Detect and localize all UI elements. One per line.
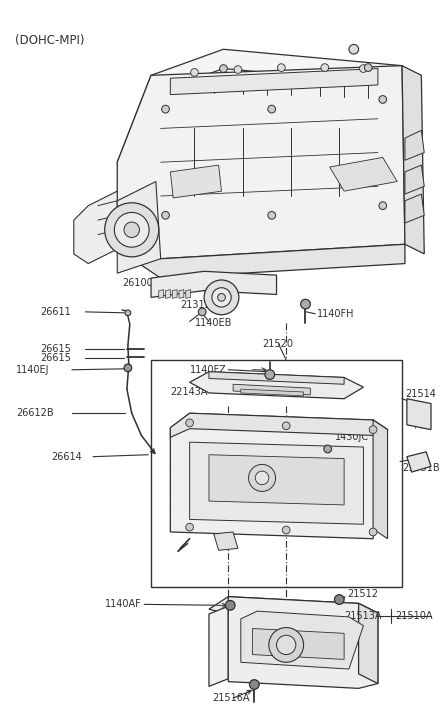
Text: 1140FZ: 1140FZ: [190, 365, 227, 375]
Circle shape: [349, 44, 359, 54]
Circle shape: [277, 635, 296, 654]
Text: 26611: 26611: [40, 307, 71, 317]
Polygon shape: [74, 191, 117, 264]
Bar: [151, 360, 402, 587]
Polygon shape: [172, 289, 177, 298]
Circle shape: [282, 422, 290, 430]
Circle shape: [359, 65, 368, 73]
Polygon shape: [179, 289, 184, 298]
Circle shape: [269, 627, 304, 662]
Circle shape: [379, 95, 387, 103]
Text: 21512: 21512: [347, 589, 378, 599]
Polygon shape: [209, 371, 344, 385]
Circle shape: [219, 65, 227, 73]
Polygon shape: [405, 130, 424, 160]
Polygon shape: [407, 398, 431, 430]
Circle shape: [125, 310, 131, 316]
Text: 21513A: 21513A: [344, 611, 382, 621]
Polygon shape: [405, 165, 424, 194]
Circle shape: [234, 65, 242, 73]
Circle shape: [204, 280, 239, 315]
Circle shape: [277, 64, 285, 71]
Circle shape: [186, 419, 194, 427]
Polygon shape: [209, 597, 378, 621]
Polygon shape: [407, 452, 431, 472]
Circle shape: [321, 64, 329, 71]
Polygon shape: [117, 182, 161, 273]
Text: 21520: 21520: [262, 339, 293, 349]
Polygon shape: [170, 68, 378, 95]
Polygon shape: [117, 230, 405, 278]
Polygon shape: [209, 606, 228, 686]
Polygon shape: [359, 603, 378, 683]
Text: 22143A: 22143A: [170, 387, 208, 397]
Polygon shape: [228, 597, 378, 688]
Polygon shape: [165, 289, 170, 298]
Circle shape: [248, 465, 276, 491]
Polygon shape: [241, 611, 363, 669]
Circle shape: [105, 203, 159, 257]
Text: 21451B: 21451B: [402, 463, 440, 473]
Text: 21510A: 21510A: [395, 611, 433, 621]
Circle shape: [369, 528, 377, 536]
Text: 21312A: 21312A: [180, 300, 218, 310]
Polygon shape: [186, 289, 190, 298]
Circle shape: [268, 105, 276, 113]
Polygon shape: [214, 532, 238, 550]
Circle shape: [268, 212, 276, 219]
Polygon shape: [159, 289, 164, 298]
Text: 1140FH: 1140FH: [317, 309, 355, 318]
Text: 1140EB: 1140EB: [194, 318, 232, 329]
Polygon shape: [117, 76, 151, 177]
Text: 1140EJ: 1140EJ: [16, 365, 50, 375]
Circle shape: [161, 105, 169, 113]
Polygon shape: [405, 194, 424, 223]
Polygon shape: [252, 629, 344, 659]
Circle shape: [225, 601, 235, 610]
Circle shape: [218, 294, 225, 301]
Circle shape: [161, 212, 169, 219]
Polygon shape: [402, 65, 424, 254]
Polygon shape: [241, 389, 304, 395]
Polygon shape: [373, 420, 388, 539]
Polygon shape: [330, 157, 397, 191]
Polygon shape: [170, 413, 388, 539]
Polygon shape: [190, 371, 363, 398]
Circle shape: [190, 68, 198, 76]
Polygon shape: [233, 385, 310, 395]
Circle shape: [379, 202, 387, 209]
Circle shape: [364, 64, 372, 71]
Circle shape: [124, 222, 140, 238]
Circle shape: [124, 364, 132, 371]
Polygon shape: [151, 271, 277, 297]
Text: 26615: 26615: [40, 344, 71, 353]
Circle shape: [265, 370, 275, 379]
Circle shape: [255, 471, 269, 485]
Circle shape: [249, 680, 259, 689]
Circle shape: [282, 526, 290, 534]
Text: (DOHC-MPI): (DOHC-MPI): [15, 33, 84, 47]
Circle shape: [324, 445, 331, 453]
Circle shape: [212, 288, 231, 307]
Circle shape: [369, 426, 377, 433]
Circle shape: [186, 523, 194, 531]
Text: 1140AF: 1140AF: [105, 599, 141, 609]
Text: 26612B: 26612B: [16, 409, 54, 418]
Circle shape: [301, 300, 310, 309]
Polygon shape: [151, 49, 402, 95]
Polygon shape: [209, 454, 344, 505]
Text: 26615: 26615: [40, 353, 71, 364]
Circle shape: [198, 308, 206, 316]
Text: 1430JC: 1430JC: [334, 433, 368, 442]
Text: 26100: 26100: [122, 278, 153, 288]
Polygon shape: [170, 165, 222, 198]
Polygon shape: [170, 413, 388, 438]
Circle shape: [334, 595, 344, 604]
Text: 26614: 26614: [52, 451, 83, 462]
Text: 21514: 21514: [405, 389, 436, 399]
Polygon shape: [190, 442, 363, 524]
Text: 21516A: 21516A: [212, 693, 249, 703]
Polygon shape: [117, 65, 405, 259]
Circle shape: [114, 212, 149, 247]
